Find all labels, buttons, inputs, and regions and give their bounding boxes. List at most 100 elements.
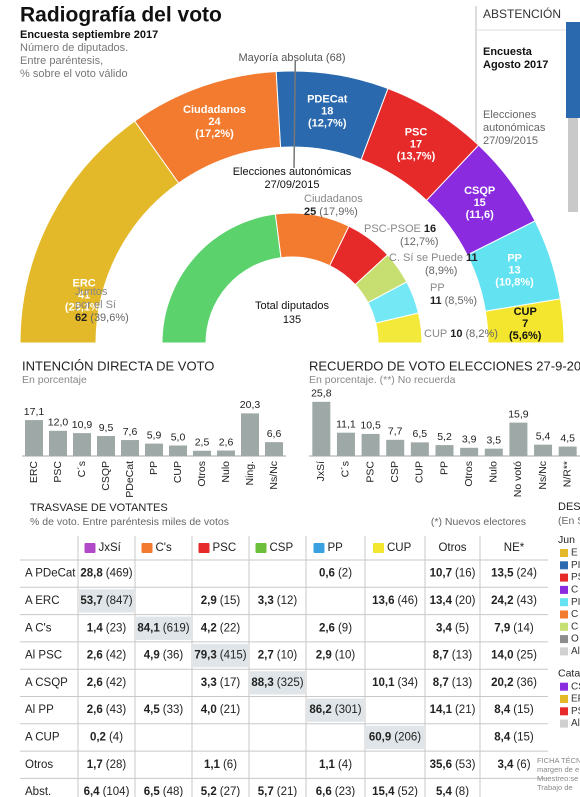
edge-swatch [560,549,568,557]
segment-label: Ciudadanos [183,104,246,116]
cell-votes: (6) [516,759,530,771]
segment-label: PSC [405,126,428,138]
cell: 3,4 (5) [436,622,469,634]
cell: 24,2 (43) [491,595,537,607]
cell-votes: (17) [220,677,241,689]
row-label: A C's [25,622,52,634]
cell-votes: (34) [397,677,418,689]
value-label: 9,5 [99,422,114,434]
cell-votes: (415) [220,650,247,662]
inner-seats: 62 [75,312,87,324]
value-label: 5,2 [437,431,452,443]
segment-label: CSQP [464,185,495,197]
cell: 14,0 (25) [491,650,537,662]
cell-pct: 3,3 [258,595,274,607]
cell-votes: (28) [106,759,127,771]
cell-votes: (48) [163,786,184,797]
edge-swatch [560,622,568,631]
inner-pct: (12,7%) [400,236,439,248]
total: 135 [283,314,301,326]
edge-swatch [560,573,568,582]
bar [241,413,259,456]
segment-label: PP [507,253,522,265]
cell-pct: 3,4 [436,622,453,634]
cell: 15,4 (52) [372,786,418,797]
bar [484,448,503,456]
cell: 5,4 (8) [436,786,469,797]
inner-title: Elecciones autonómicas [233,166,352,178]
cell: 1,7 (28) [87,759,127,771]
category-label: CSP [389,461,401,483]
cell: 2,6 (43) [87,704,127,716]
value-label: 7,6 [123,426,138,438]
category-label: Nulo [220,461,232,483]
abstention-bar [568,118,578,212]
segment-label: 41 [78,289,90,301]
cell-votes: (21) [455,704,476,716]
category-label: PSC [364,461,376,483]
cell-pct: 2,6 [87,650,103,662]
value-label: 3,9 [462,434,477,446]
cell-votes: (2) [338,568,352,580]
inner-name: CUP [424,328,447,340]
value-label: 12,0 [48,417,69,429]
edge-item: PS [571,706,580,717]
cell-pct: 2,6 [87,704,103,716]
abstention-bar [566,22,580,118]
cell: 3,3 (17) [201,677,241,689]
cell: 6,4 (104) [84,786,130,797]
cell: 28,8 (469) [80,568,132,580]
segment-label: (13,7%) [397,150,436,162]
inner-label: (12,7%) [400,236,439,248]
edge-item: E [571,548,578,559]
cell: 14,1 (21) [430,704,476,716]
cell-pct: 5,2 [201,786,217,797]
edge-swatch [560,682,568,691]
column-header: CUP [387,542,412,554]
bar [312,401,331,456]
cell: 35,6 (53) [430,759,476,771]
row-label: Abst. [25,786,51,797]
table-note: (*) Nuevos electores [431,516,526,528]
cell-pct: 84,1 [137,622,160,634]
cell: 10,7 (16) [430,568,476,580]
cell-pct: 8,4 [494,704,511,716]
cell-pct: 1,7 [87,759,103,771]
cell-pct: 1,4 [87,622,104,634]
bar [265,442,283,456]
cell-pct: 13,6 [372,595,394,607]
highlight-cell [250,671,305,695]
inner-label: PSC-PSOE 16 [364,223,436,235]
bar [25,420,43,456]
chart-title: INTENCIÓN DIRECTA DE VOTO [22,358,214,373]
category-label: ERC [28,461,40,484]
cell-votes: (14) [513,622,534,634]
cell: 8,7 (13) [433,650,473,662]
category-label: Ning. [244,461,256,486]
column-header: PP [328,542,344,554]
cell: 4,5 (33) [144,704,184,716]
cell-pct: 2,6 [319,622,335,634]
edge-swatch [560,610,568,619]
cell-votes: (15) [513,704,534,716]
panel-label: autonómicas [483,122,546,134]
cell-pct: 2,6 [87,677,103,689]
segment-label: (25,1%) [65,301,104,313]
cell-votes: (104) [103,786,130,797]
category-label: N/R** [561,461,573,487]
value-label: 7,7 [388,426,403,438]
category-label: PDeCat [124,461,136,498]
cell-votes: (4) [338,759,352,771]
cell-votes: (13) [452,650,473,662]
cell-pct: 6,5 [144,786,161,797]
table-title: TRASVASE DE VOTANTES [30,502,168,514]
cell-votes: (10) [277,650,298,662]
segment-label: PDECat [307,94,348,106]
segment-label: 13 [508,265,520,277]
category-label: PP [438,461,450,475]
cell-votes: (23) [335,786,356,797]
cell-votes: (8) [455,786,469,797]
cell-pct: 88,3 [251,677,273,689]
